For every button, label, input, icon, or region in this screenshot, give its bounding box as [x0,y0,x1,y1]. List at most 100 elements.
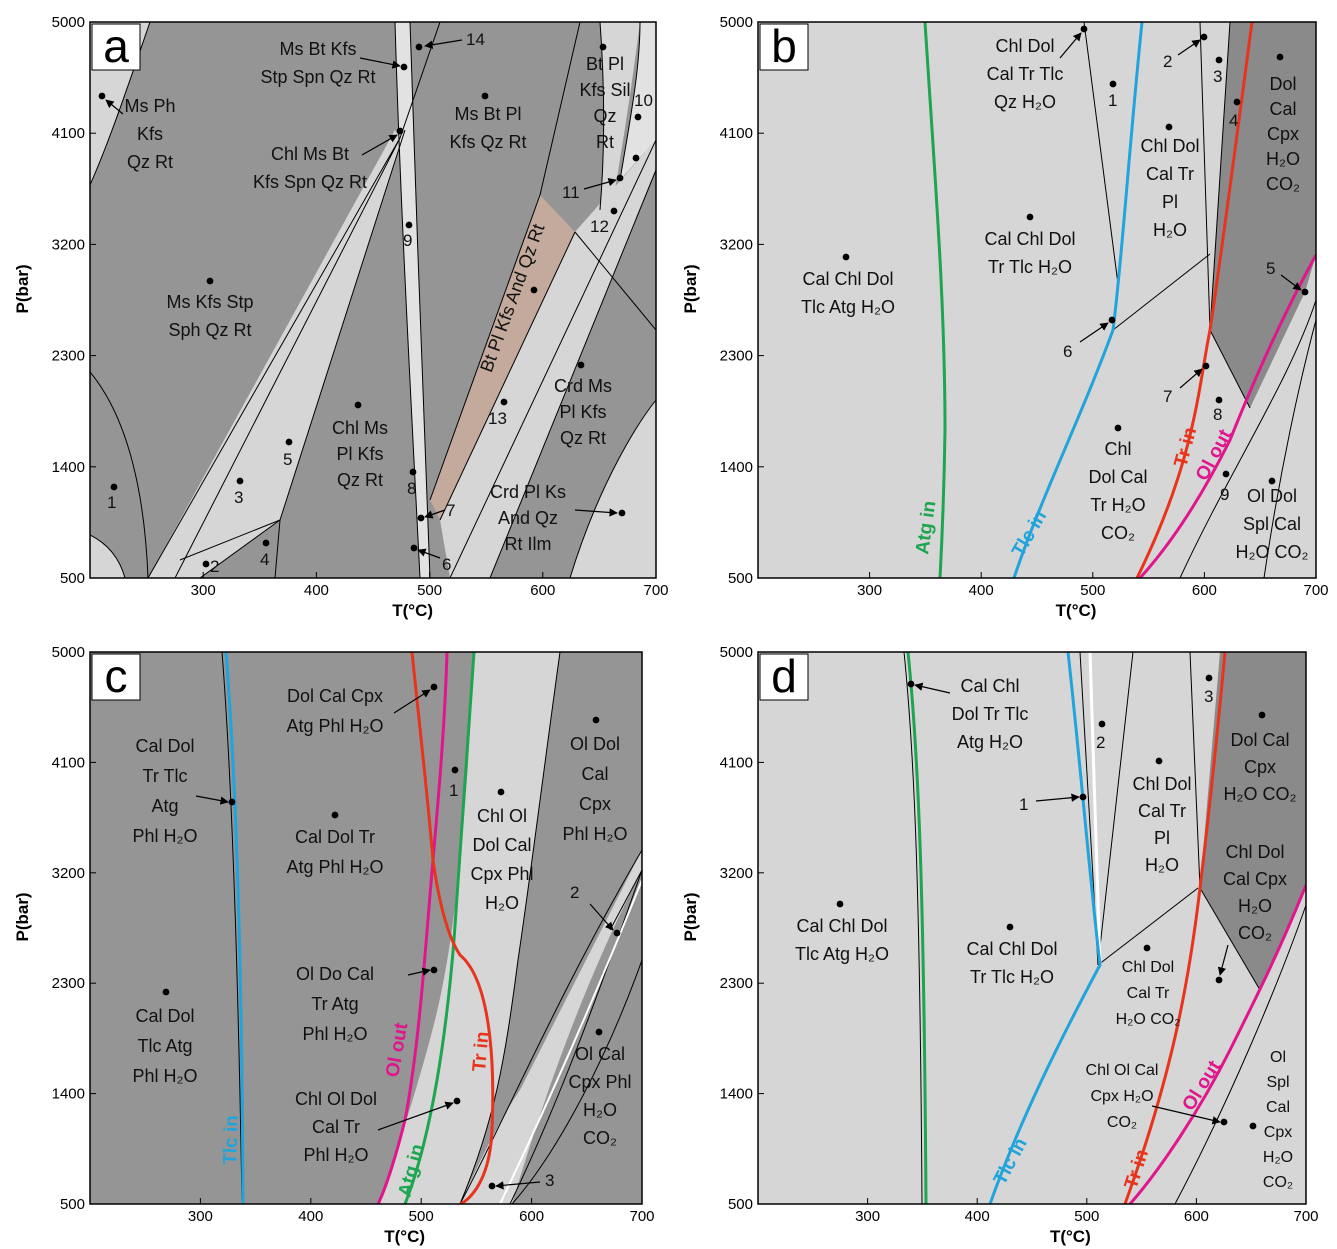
y-tick-label: 500 [728,1196,753,1213]
field-line: Rt Ilm [505,534,552,554]
dot [619,510,625,516]
field-line: CO₂ [1263,1174,1293,1191]
point-number: 1 [1108,91,1117,110]
point-number: 3 [234,488,243,507]
field-line: Dol Tr Tlc [952,704,1029,724]
dot [1269,478,1275,484]
point-number: 10 [634,91,653,110]
field-line: Cal Chl Dol [802,269,893,289]
dot [410,469,416,475]
panel-b-field-text: Chl Dol Cal Tr Tlc Qz H₂O [987,36,1064,112]
field-line: Ms Bt Pl [454,104,521,124]
dot [908,681,914,687]
point-number: 8 [1213,405,1222,424]
dot [207,278,213,284]
panel-b: b Chl Dol Cal Tr Tlc Qz H₂O Dol Cal Cpx H₂O CO… [758,20,1316,578]
dot [1081,26,1087,32]
point-number: 14 [466,30,485,49]
field-line: Cal Tr [1138,801,1186,821]
panel-d-field-text: Cal Chl Dol Tr Tlc Atg H₂O [952,676,1029,752]
field-line: Dol [1269,74,1296,94]
panel-a-field-text: Crd Ms Pl Kfs Qz Rt [554,376,612,448]
y-axis-label: P(bar) [681,264,700,313]
dot [454,1098,460,1104]
panel-d-label: d [771,650,797,702]
field-line: Qz [593,106,616,126]
y-tick-label: 5000 [52,644,85,661]
dot [111,484,117,490]
point-number: 2 [1096,733,1105,752]
panel-c-label: c [105,650,128,702]
point-number: 1 [1019,795,1028,814]
x-tick-label: 300 [855,1208,880,1225]
field-line: H₂O [583,1100,617,1120]
field-line: Chl Ol [477,806,527,826]
dot [237,478,243,484]
x-tick-label: 300 [188,1208,213,1225]
field-line: Tlc Atg [137,1036,192,1056]
field-line: Ol Dol [570,734,620,754]
point-number: 9 [1220,485,1229,504]
field-line: Chl Dol [1140,136,1199,156]
field-line: Cpx [1264,1124,1292,1141]
field-line: Chl Ms [332,418,388,438]
curve-label-tlc-in: Tlc in [220,1115,243,1165]
field-line: Chl Ms Bt [271,144,349,164]
dot [1109,317,1115,323]
field-line: Tr Tlc H₂O [970,967,1054,987]
dot [1234,99,1240,105]
dot [635,114,641,120]
dot [837,901,843,907]
field-line: Cpx Phl [470,864,533,884]
y-axis-label: P(bar) [681,892,700,941]
field-line: Cal Tr [312,1117,360,1137]
point-number: 7 [446,501,455,520]
field-line: Phl H₂O [132,826,197,846]
dot [617,175,623,181]
x-tick-label: 600 [530,582,555,599]
x-tick-label: 700 [629,1208,654,1225]
x-axis-label: T(°C) [392,601,433,620]
dot [1216,397,1222,403]
field-line: Cal Tr [1146,164,1194,184]
field-line: Qz Rt [560,428,606,448]
field-line: Cal [1269,99,1296,119]
field-line: CO₂ [583,1128,617,1148]
point-number: 3 [1204,687,1213,706]
field-line: Cal Chl Dol [984,229,1075,249]
curve-label-tr-in: Tr in [469,1031,493,1073]
dot [1277,54,1283,60]
field-line: CO₂ [1266,174,1300,194]
dot [1110,81,1116,87]
field-line: Ms Kfs Stp [166,292,253,312]
field-line: Phl H₂O [302,1024,367,1044]
dot [596,1029,602,1035]
y-tick-label: 5000 [52,14,85,31]
field-line: CO₂ [1101,523,1135,543]
point-number: 7 [1163,387,1172,406]
y-tick-label: 5000 [720,644,753,661]
y-axis-label: P(bar) [13,264,32,313]
field-line: Cal [581,764,608,784]
dot [401,64,407,70]
field-line: Pl Kfs [336,444,383,464]
x-tick-label: 700 [1303,582,1328,599]
field-line: Atg [151,796,178,816]
field-line: Ol Dol [1247,486,1297,506]
dot [1203,363,1209,369]
panel-c-field-text: Cal Dol Tlc Atg Phl H₂O [132,1006,197,1086]
point-number: 13 [488,409,507,428]
field-line: Atg Phl H₂O [286,716,383,736]
y-tick-label: 500 [728,570,753,587]
y-tick-label: 3200 [720,865,753,882]
x-tick-label: 700 [1293,1208,1318,1225]
dot [263,540,269,546]
field-line: Cal Tr Tlc [987,64,1064,84]
x-tick-label: 500 [409,1208,434,1225]
field-line: Cal Dol [135,736,194,756]
dot [1223,471,1229,477]
field-line: Qz H₂O [994,92,1056,112]
y-tick-label: 5000 [720,14,753,31]
field-line: Chl Dol [1122,959,1174,976]
